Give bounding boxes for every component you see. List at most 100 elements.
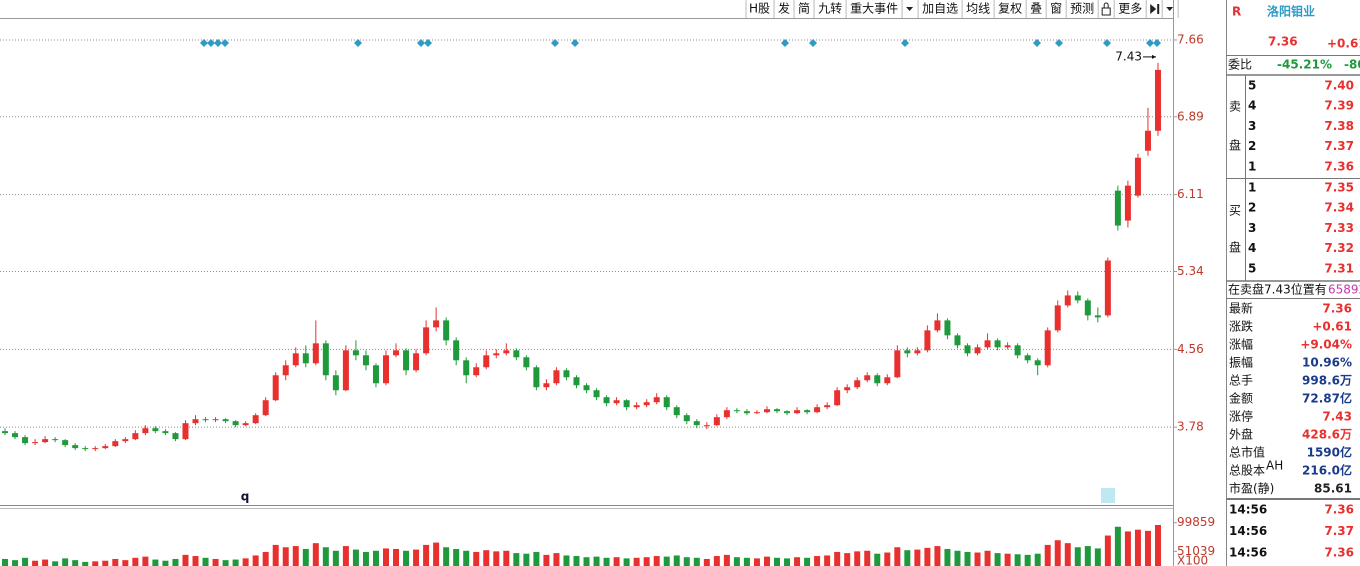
volume-bar (1124, 531, 1131, 566)
candle-body (653, 397, 660, 403)
buy-level: 5 (1248, 261, 1256, 275)
stat-label: 总市值 (1229, 445, 1265, 460)
candle-body (322, 343, 329, 376)
volume-bar (824, 555, 831, 566)
volume-bar (964, 551, 971, 566)
volume-bar (232, 559, 239, 566)
candle-body (242, 423, 249, 426)
sell-price: 7.38 (1324, 119, 1354, 133)
toolbar-icon[interactable] (1101, 2, 1111, 16)
high-pointer (1151, 54, 1156, 59)
event-marker (901, 39, 909, 47)
dropdown-icon (1166, 7, 1174, 11)
candle-body (112, 441, 119, 447)
event-marker (809, 39, 817, 47)
buy-level: 1 (1248, 181, 1256, 195)
candle-body (794, 410, 801, 414)
toolbar-button[interactable]: 发 (778, 1, 790, 16)
lock-icon (1103, 2, 1109, 8)
toolbar-button[interactable]: 窗 (1050, 2, 1062, 16)
candle-body (533, 367, 540, 388)
event-marker (1055, 39, 1063, 47)
event-marker (207, 39, 215, 47)
toolbar-button[interactable]: 加自选 (922, 2, 958, 16)
candle-body (1074, 295, 1081, 301)
toolbar-button[interactable]: 均线 (966, 2, 990, 16)
candle-body (1134, 157, 1141, 196)
sell-label: 卖 (1229, 100, 1241, 114)
volume-bar (553, 553, 560, 566)
candle-body (553, 370, 560, 384)
toolbar-button[interactable]: 更多 (1118, 2, 1142, 16)
volume-bar (814, 556, 821, 566)
candle-body (924, 330, 931, 351)
sell-level: 4 (1248, 99, 1256, 113)
toolbar-button[interactable]: 复权 (998, 2, 1022, 16)
volume-bar (1044, 544, 1051, 566)
toolbar-icon[interactable] (1166, 7, 1174, 11)
toolbar-icon[interactable] (1150, 4, 1160, 14)
buy-price: 7.33 (1324, 221, 1354, 235)
volume-bar (583, 557, 590, 566)
stat-value: 10.96% (1302, 356, 1352, 370)
toolbar-icon[interactable] (906, 7, 914, 11)
volume-bar (222, 560, 229, 566)
toolbar-button[interactable]: 简 (798, 2, 810, 16)
volume-bar (32, 560, 39, 566)
candle-body (42, 439, 49, 443)
candle-body (994, 340, 1001, 348)
candle-body (212, 419, 219, 421)
volume-bar (282, 547, 289, 566)
stat-value: 7.36 (1322, 302, 1352, 316)
candle-body (22, 437, 29, 444)
ratio-label: 委比 (1228, 58, 1252, 72)
candle-body (984, 340, 991, 348)
volume-bar (1094, 548, 1101, 566)
candle-body (733, 410, 740, 412)
volume-bar (362, 551, 369, 566)
ratio-diff: -80 (1344, 58, 1360, 72)
candle-body (904, 350, 911, 354)
stat-value: 428.6万 (1302, 428, 1352, 442)
volume-bar (693, 557, 700, 566)
candle-body (543, 383, 550, 388)
event-marker (551, 39, 559, 47)
toolbar-button[interactable]: 九转 (818, 1, 842, 16)
volume-bar (463, 550, 470, 566)
toolbar-button[interactable]: H股 (749, 2, 770, 16)
volume-tick-label: 51039 (1177, 544, 1215, 558)
volume-bar (914, 549, 921, 566)
candle-body (152, 428, 159, 432)
volume-bar (723, 554, 730, 566)
event-marker (417, 39, 425, 47)
candle-body (272, 375, 279, 401)
volume-bar (774, 557, 781, 566)
candle-body (453, 340, 460, 361)
volume-bar (162, 560, 169, 566)
toolbar-button[interactable]: 预测 (1070, 2, 1094, 16)
candle-body (312, 343, 319, 364)
volume-bar (633, 557, 640, 566)
event-marker (1146, 39, 1154, 47)
volume-bar (152, 559, 159, 566)
tick-time: 14:56 (1229, 524, 1267, 538)
y-tick-label: 3.78 (1177, 420, 1204, 434)
candle-body (443, 320, 450, 341)
sell-level: 2 (1248, 139, 1256, 153)
candle-body (12, 433, 19, 438)
stat-label: 最新 (1229, 301, 1253, 316)
toolbar-button[interactable]: 叠 (1030, 2, 1042, 16)
candle-body (372, 365, 379, 384)
candle-body (32, 442, 39, 444)
volume-bar (563, 555, 570, 566)
toolbar-button[interactable]: 重大事件 (850, 2, 898, 16)
volume-bar (643, 557, 650, 566)
stat-label: 市盈(静) (1229, 481, 1274, 496)
end-icon (1150, 4, 1157, 14)
volume-bar (413, 549, 420, 566)
volume-bar (533, 551, 540, 566)
candle-body (162, 431, 169, 434)
y-tick-label: 4.56 (1177, 342, 1204, 356)
volume-bar (443, 547, 450, 566)
volume-bar (1064, 543, 1071, 566)
